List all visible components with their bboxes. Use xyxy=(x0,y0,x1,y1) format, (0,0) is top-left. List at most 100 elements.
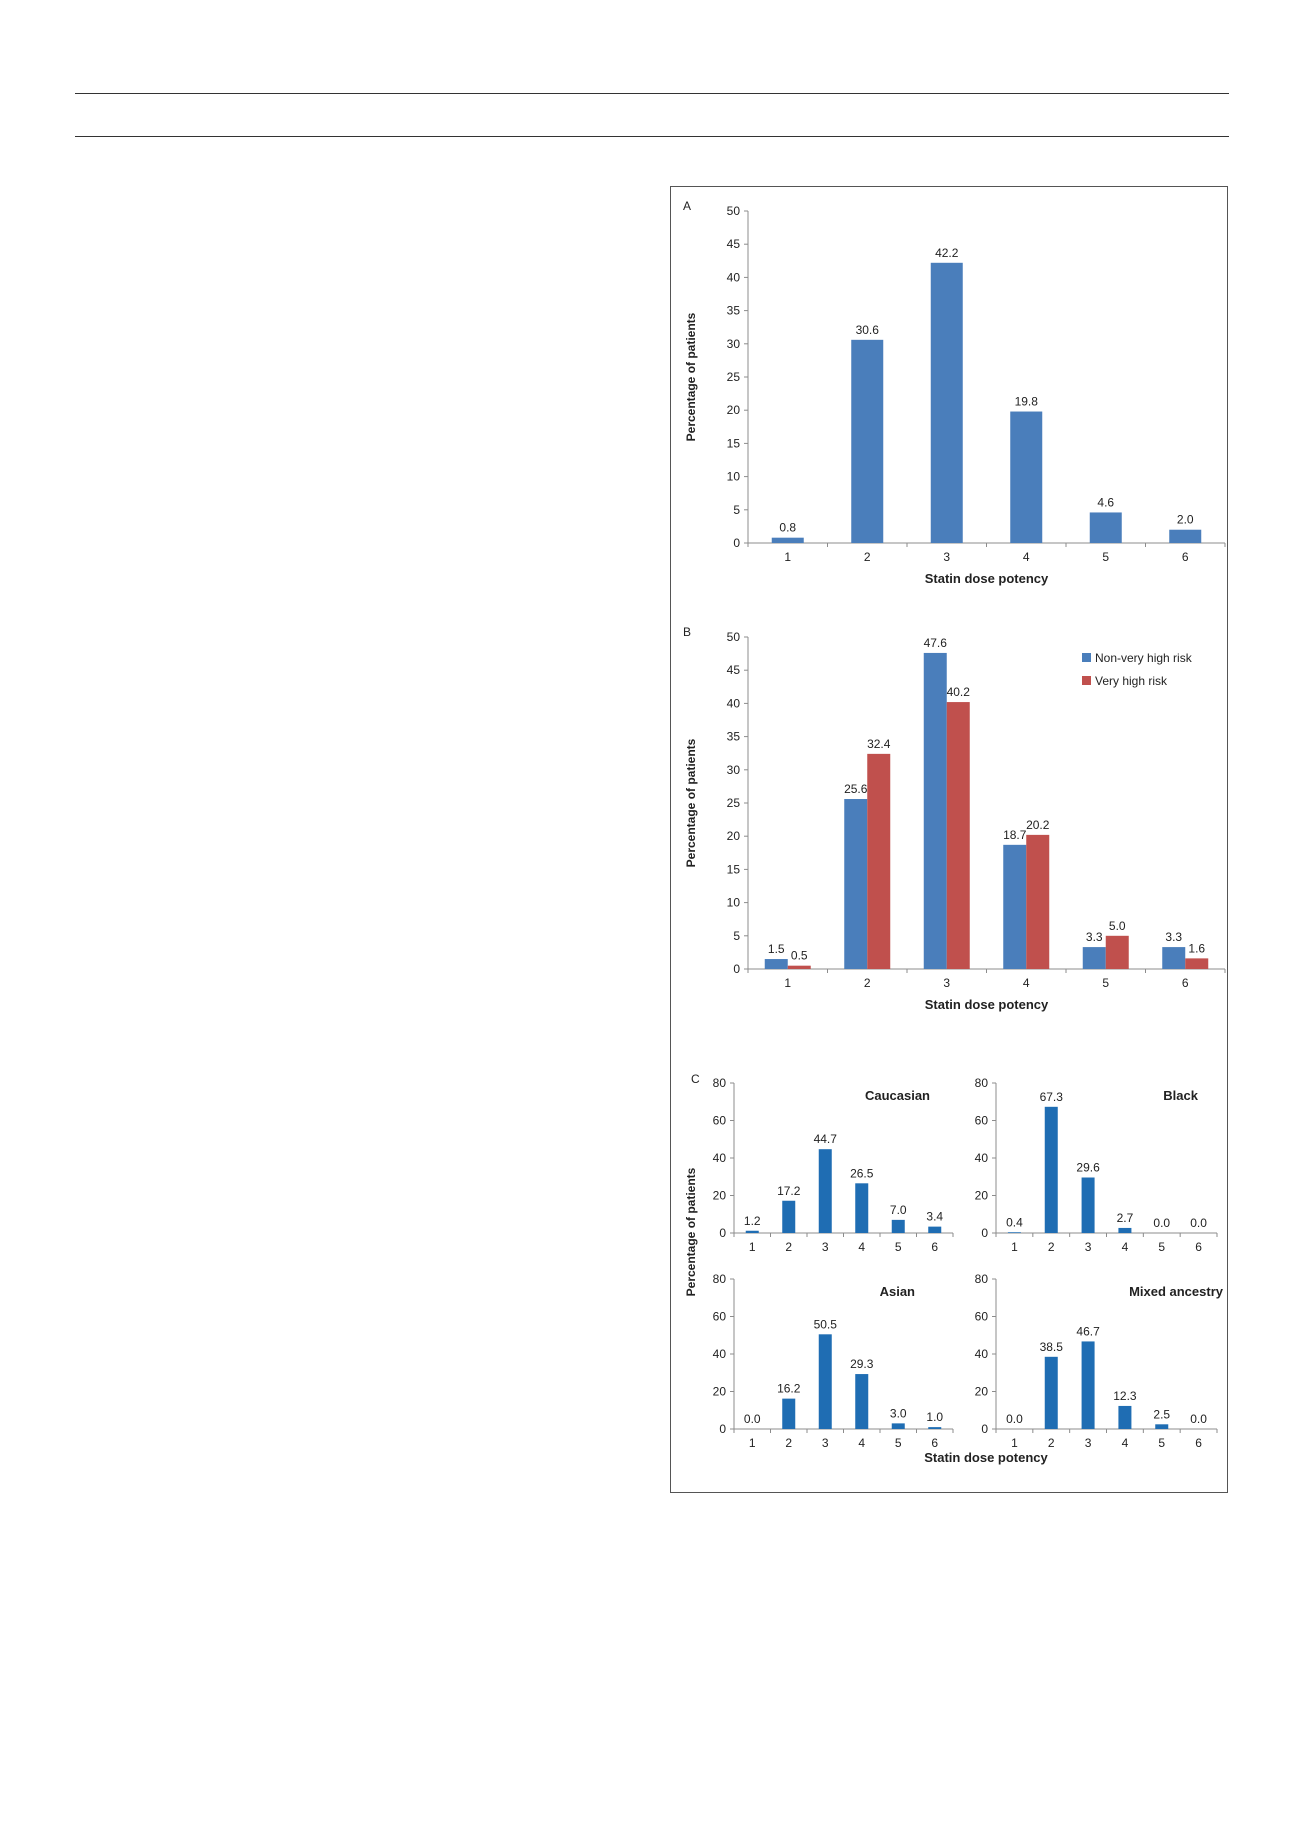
panel-b-y-tick-label: 10 xyxy=(727,896,741,910)
panel-b-x-axis-label: Statin dose potency xyxy=(925,997,1049,1012)
panel-c-mixed-y-tick-label: 60 xyxy=(975,1310,989,1324)
panel-b-bar xyxy=(1026,834,1050,969)
panel-a-y-tick-label: 15 xyxy=(727,436,741,450)
panel-c-mixed-bar xyxy=(1044,1356,1058,1429)
panel-a-data-label: 2.0 xyxy=(1177,513,1194,527)
panel-c-asian-y-tick-label: 80 xyxy=(713,1272,727,1286)
panel-c-asian-x-tick-label: 4 xyxy=(858,1436,865,1450)
panel-c-asian-x-tick-label: 5 xyxy=(895,1436,902,1450)
panel-c-mixed-y-tick-label: 40 xyxy=(975,1347,989,1361)
panel-b-bar xyxy=(946,702,970,969)
panel-b-bar xyxy=(1003,844,1027,969)
figure-frame: A B C Percentage of patients Statin dose… xyxy=(670,186,1228,1493)
panel-c-mixed-y-tick-label: 80 xyxy=(975,1272,989,1286)
panel-c-mixed-data-label: 12.3 xyxy=(1113,1389,1137,1403)
panel-c-caucasian-y-tick-label: 0 xyxy=(719,1226,726,1240)
panel-c-black-x-tick-label: 4 xyxy=(1122,1240,1129,1254)
panel-a-y-tick-label: 45 xyxy=(727,237,741,251)
panel-c-mixed-x-tick-label: 3 xyxy=(1085,1436,1092,1450)
panel-c-black-bar xyxy=(1044,1106,1058,1233)
panel-c-black-x-tick-label: 5 xyxy=(1158,1240,1165,1254)
panel-c-black-y-tick-label: 40 xyxy=(975,1151,989,1165)
panel-c-mixed-x-tick-label: 2 xyxy=(1048,1436,1055,1450)
panel-b-data-label: 25.6 xyxy=(844,782,868,796)
panel-a-x-tick-label: 1 xyxy=(784,550,791,564)
panel-c-asian-data-label: 50.5 xyxy=(814,1317,838,1331)
panel-c-mixed-data-label: 0.0 xyxy=(1006,1412,1023,1426)
panel-c-mixed-bar xyxy=(1118,1405,1132,1429)
figure-svg: A B C Percentage of patients Statin dose… xyxy=(683,199,1226,1465)
panel-a-y-tick-label: 20 xyxy=(727,403,741,417)
panel-b-bar xyxy=(764,959,788,969)
panel-c-asian-data-label: 1.0 xyxy=(926,1410,943,1424)
panel-c-caucasian-bar xyxy=(891,1219,905,1233)
panel-b-legend-entry: Very high risk xyxy=(1095,674,1168,688)
panel-c-black-bar xyxy=(1007,1232,1021,1233)
panel-b-x-tick-label: 1 xyxy=(784,976,791,990)
panel-b-data-label: 20.2 xyxy=(1026,818,1050,832)
panel-c-mixed-bar xyxy=(1081,1341,1095,1429)
panel-b-y-tick-label: 45 xyxy=(727,663,741,677)
panel-c-asian-data-label: 0.0 xyxy=(744,1412,761,1426)
panel-b-x-tick-label: 4 xyxy=(1023,976,1030,990)
panel-c-mixed-y-tick-label: 0 xyxy=(981,1422,988,1436)
panel-a-y-tick-label: 0 xyxy=(733,536,740,550)
panel-b-bar xyxy=(1082,947,1106,969)
panel-c-caucasian-bar xyxy=(818,1149,832,1233)
panel-c-caucasian-y-tick-label: 60 xyxy=(713,1114,727,1128)
panel-b-data-label: 1.5 xyxy=(768,942,785,956)
panel-c-caucasian-bar xyxy=(855,1183,869,1233)
panel-b-x-tick-label: 3 xyxy=(943,976,950,990)
panel-c-mixed-bar xyxy=(1155,1424,1169,1429)
panel-a-data-label: 42.2 xyxy=(935,246,959,260)
panel-a-y-tick-label: 10 xyxy=(727,470,741,484)
panel-c-black-x-tick-label: 6 xyxy=(1195,1240,1202,1254)
panel-c-black-data-label: 0.0 xyxy=(1153,1216,1170,1230)
panel-b-x-tick-label: 6 xyxy=(1182,976,1189,990)
panel-c-asian-data-label: 16.2 xyxy=(777,1382,801,1396)
panel-a-data-label: 0.8 xyxy=(779,521,796,535)
panel-b-legend-entry: Non-very high risk xyxy=(1095,651,1193,665)
panel-a-bar xyxy=(771,537,804,543)
panel-b-y-tick-label: 35 xyxy=(727,730,741,744)
panel-a-y-tick-label: 40 xyxy=(727,270,741,284)
panel-c-black-title: Black xyxy=(1163,1088,1198,1103)
panel-a-x-axis-label: Statin dose potency xyxy=(925,571,1049,586)
panel-a-x-tick-label: 2 xyxy=(864,550,871,564)
panel-c-asian-y-tick-label: 20 xyxy=(713,1385,727,1399)
panel-c-black-y-tick-label: 20 xyxy=(975,1189,989,1203)
panel-c-asian-y-tick-label: 0 xyxy=(719,1422,726,1436)
panel-c-black-x-tick-label: 3 xyxy=(1085,1240,1092,1254)
panel-a-x-tick-label: 6 xyxy=(1182,550,1189,564)
panel-b-y-tick-label: 30 xyxy=(727,763,741,777)
panel-b-bar xyxy=(923,652,947,969)
panel-b-legend-swatch xyxy=(1082,676,1091,685)
panel-b-y-tick-label: 50 xyxy=(727,630,741,644)
panel-c-asian-y-tick-label: 40 xyxy=(713,1347,727,1361)
panel-b-x-tick-label: 5 xyxy=(1102,976,1109,990)
panel-c-asian-bar xyxy=(855,1374,869,1429)
panel-c-caucasian-data-label: 26.5 xyxy=(850,1166,874,1180)
panel-a-x-tick-label: 4 xyxy=(1023,550,1030,564)
panel-c-black-bar xyxy=(1081,1177,1095,1233)
panel-b-data-label: 18.7 xyxy=(1003,828,1027,842)
panel-c-caucasian-data-label: 17.2 xyxy=(777,1184,801,1198)
panel-c-black-bar xyxy=(1118,1227,1132,1233)
panel-c-black-y-tick-label: 0 xyxy=(981,1226,988,1240)
panel-a-y-tick-label: 5 xyxy=(733,503,740,517)
panel-c-black-data-label: 29.6 xyxy=(1076,1161,1100,1175)
panel-c-mixed-data-label: 2.5 xyxy=(1153,1407,1170,1421)
panel-c-black-x-tick-label: 2 xyxy=(1048,1240,1055,1254)
panel-c-asian-x-tick-label: 1 xyxy=(749,1436,756,1450)
panel-c-mixed-x-tick-label: 1 xyxy=(1011,1436,1018,1450)
panel-c-caucasian-bar xyxy=(745,1230,759,1233)
panel-a-y-tick-label: 35 xyxy=(727,304,741,318)
panel-c-black-y-tick-label: 80 xyxy=(975,1076,989,1090)
panel-c-black-x-tick-label: 1 xyxy=(1011,1240,1018,1254)
panel-b-y-axis-label: Percentage of patients xyxy=(684,738,698,867)
panel-a-y-tick-label: 25 xyxy=(727,370,741,384)
panel-b-bar xyxy=(1162,947,1186,969)
panel-b-y-tick-label: 5 xyxy=(733,929,740,943)
panel-b-y-tick-label: 40 xyxy=(727,696,741,710)
panel-c-black-y-tick-label: 60 xyxy=(975,1114,989,1128)
